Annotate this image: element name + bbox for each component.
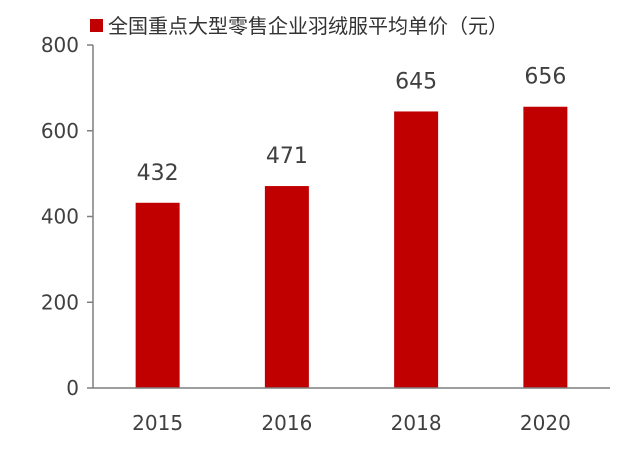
bar-2020 [523, 106, 568, 389]
x-tick-label: 2016 [261, 411, 312, 435]
y-tick-label: 800 [41, 33, 79, 57]
bars [135, 106, 568, 389]
data-label: 471 [266, 144, 308, 169]
legend-swatch [90, 19, 103, 32]
y-tick-label: 400 [41, 205, 79, 229]
x-tick-label: 2015 [132, 411, 183, 435]
data-label: 645 [395, 69, 437, 94]
y-tick-label: 0 [66, 376, 79, 400]
data-label: 432 [137, 161, 179, 186]
y-tick-label: 200 [41, 290, 79, 314]
legend: 全国重点大型零售企业羽绒服平均单价（元） [90, 14, 508, 38]
y-tick-label: 600 [41, 119, 79, 143]
data-labels: 432 471 645 656 [137, 65, 567, 186]
x-axis: 2015 2016 2018 2020 [93, 387, 610, 435]
legend-label: 全国重点大型零售企业羽绒服平均单价（元） [108, 14, 508, 38]
bar-2018 [394, 111, 439, 389]
bar-2015 [135, 202, 180, 388]
bar-2016 [264, 186, 309, 388]
x-tick-label: 2020 [520, 411, 571, 435]
x-tick-label: 2018 [391, 411, 442, 435]
data-label: 656 [524, 65, 566, 90]
y-axis: 0 200 400 600 800 [41, 33, 94, 400]
